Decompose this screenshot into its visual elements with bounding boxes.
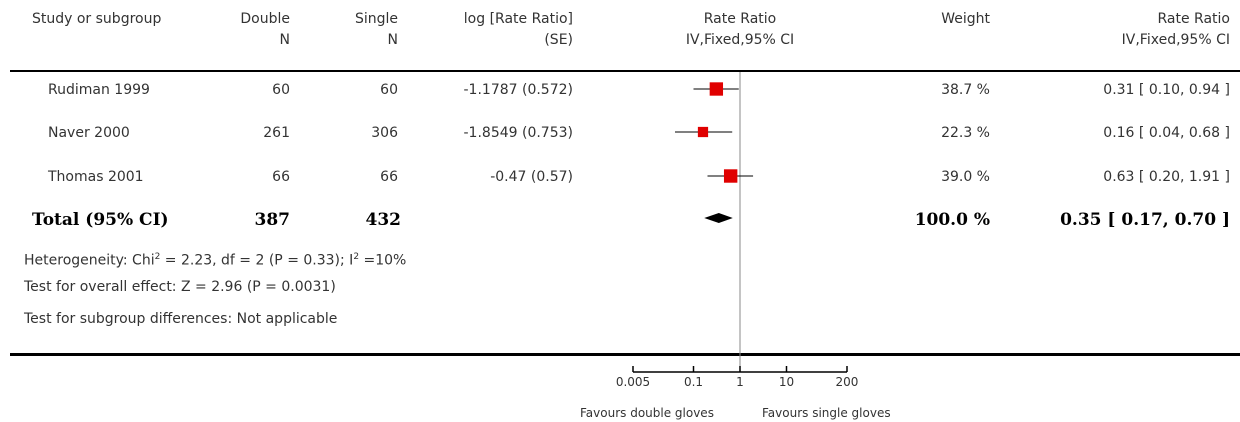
x-axis-tick-label: 200 xyxy=(836,375,859,389)
study-rr-ci: 0.63 [ 0.20, 1.91 ] xyxy=(1103,169,1230,185)
header-logrr-se: (SE) xyxy=(544,32,573,48)
subgroup-diff-text: Test for subgroup differences: Not appli… xyxy=(24,311,338,327)
total-single-n: 432 xyxy=(365,210,402,230)
header-study: Study or subgroup xyxy=(32,11,162,27)
x-axis-tick-label: 0.005 xyxy=(616,375,650,389)
effect-square xyxy=(723,169,738,183)
study-double-n: 60 xyxy=(272,82,290,98)
header-rr: Rate Ratio xyxy=(1157,11,1231,27)
study-name: Thomas 2001 xyxy=(48,169,144,185)
study-logrr-se: -1.8549 (0.753) xyxy=(463,125,574,141)
overall-effect-text: Test for overall effect: Z = 2.96 (P = 0… xyxy=(24,279,336,295)
study-name: Rudiman 1999 xyxy=(48,82,150,98)
study-single-n: 60 xyxy=(380,82,398,98)
header-single: Single xyxy=(354,11,398,27)
study-double-n: 261 xyxy=(263,125,290,141)
heterogeneity-text: Heterogeneity: Chi2 = 2.23, df = 2 (P = … xyxy=(24,248,406,270)
study-name: Naver 2000 xyxy=(48,125,130,141)
header-single-n: N xyxy=(387,32,398,48)
heterogeneity-sup2: 2 xyxy=(353,252,360,262)
header-double-n: N xyxy=(279,32,290,48)
effect-square xyxy=(697,126,709,138)
pooled-effect-diamond xyxy=(704,213,733,223)
study-double-n: 66 xyxy=(272,169,290,185)
study-single-n: 66 xyxy=(380,169,398,185)
total-weight: 100.0 % xyxy=(914,210,990,230)
bottom-rule xyxy=(10,353,1240,356)
x-axis-tick-label: 1 xyxy=(736,375,744,389)
study-weight: 38.7 % xyxy=(941,82,990,98)
total-rr-ci: 0.35 [ 0.17, 0.70 ] xyxy=(1060,210,1230,230)
header-logrr: log [Rate Ratio] xyxy=(463,11,573,27)
x-axis-tick-label: 0.1 xyxy=(684,375,703,389)
study-single-n: 306 xyxy=(371,125,398,141)
header-weight: Weight xyxy=(941,11,990,27)
study-weight: 39.0 % xyxy=(941,169,990,185)
header-rr-plot-sub: IV,Fixed,95% CI xyxy=(685,32,795,48)
study-rr-ci: 0.31 [ 0.10, 0.94 ] xyxy=(1103,82,1230,98)
heterogeneity-mid: = 2.23, df = 2 (P = 0.33); I xyxy=(160,252,354,269)
header-rr-sub: IV,Fixed,95% CI xyxy=(1121,32,1230,48)
favours-right-label: Favours single gloves xyxy=(762,406,891,420)
study-logrr-se: -1.1787 (0.572) xyxy=(463,82,574,98)
study-logrr-se: -0.47 (0.57) xyxy=(490,169,573,185)
effect-square xyxy=(709,82,724,96)
heterogeneity-prefix: Heterogeneity: Chi xyxy=(24,252,155,269)
x-axis-tick-label: 10 xyxy=(779,375,794,389)
heterogeneity-suffix: =10% xyxy=(359,252,407,269)
favours-left-label: Favours double gloves xyxy=(580,406,714,420)
header-rule xyxy=(10,70,1240,72)
study-weight: 22.3 % xyxy=(941,125,990,141)
header-double: Double xyxy=(240,11,290,27)
total-double-n: 387 xyxy=(254,210,291,230)
header-rr-plot: Rate Ratio xyxy=(703,11,777,27)
total-label: Total (95% CI) xyxy=(32,210,169,230)
heterogeneity-sup1: 2 xyxy=(154,252,161,262)
study-rr-ci: 0.16 [ 0.04, 0.68 ] xyxy=(1103,125,1230,141)
